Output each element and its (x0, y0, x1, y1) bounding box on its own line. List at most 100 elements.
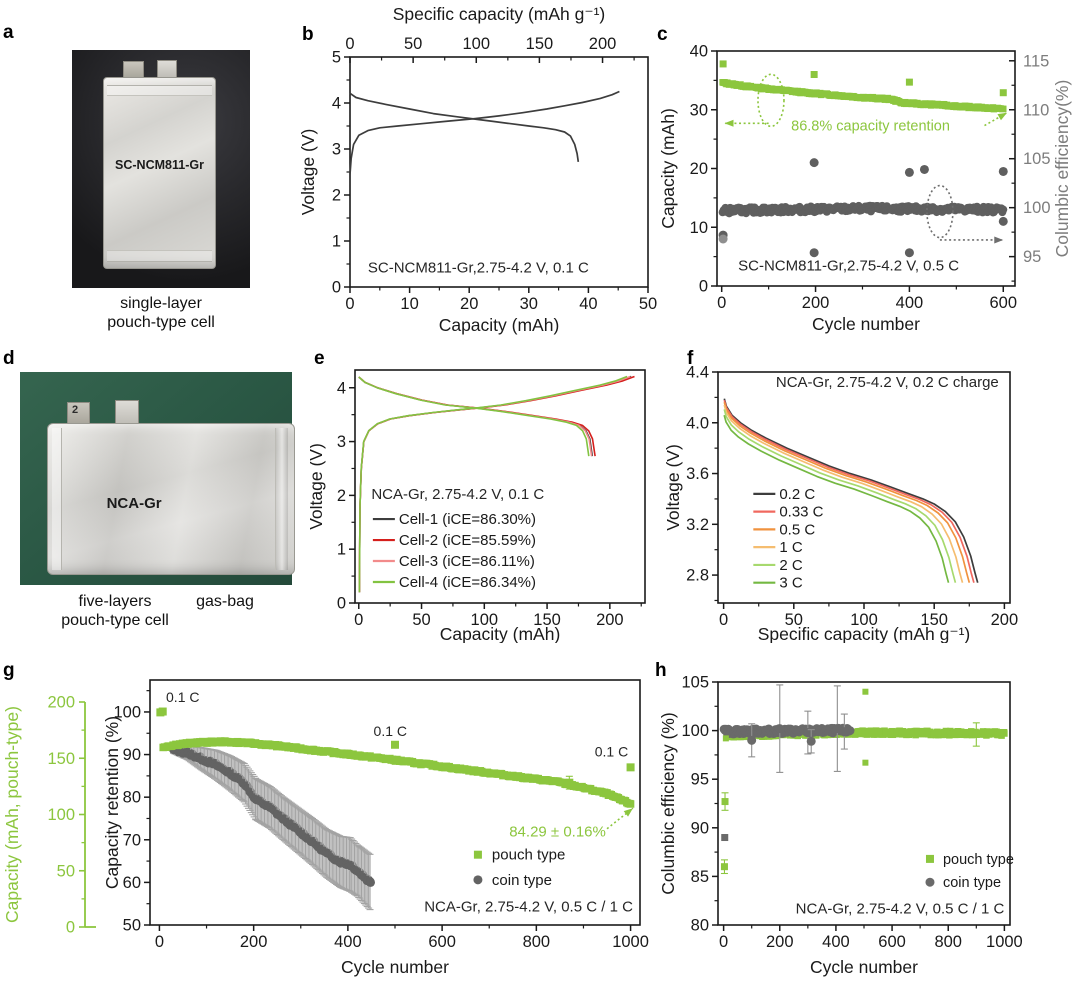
svg-text:Capacity (mAh): Capacity (mAh) (440, 624, 561, 643)
svg-text:200: 200 (766, 933, 794, 951)
svg-text:0: 0 (345, 295, 354, 313)
caption-panel-a: single-layer pouch-type cell (71, 294, 251, 332)
svg-text:50: 50 (123, 917, 141, 935)
svg-text:50: 50 (57, 862, 75, 880)
svg-text:0.5 C: 0.5 C (779, 521, 815, 538)
svg-text:95: 95 (691, 771, 709, 789)
svg-text:Cycle number: Cycle number (341, 957, 449, 977)
svg-text:95: 95 (1023, 248, 1041, 266)
pouch-cell-label: SC-NCM811-Gr (115, 157, 204, 172)
svg-text:80: 80 (691, 917, 709, 935)
svg-text:0: 0 (717, 294, 726, 312)
svg-text:Columbic efficiency (%): Columbic efficiency (%) (660, 712, 678, 895)
svg-text:400: 400 (334, 933, 362, 951)
svg-text:100: 100 (471, 611, 499, 629)
svg-text:100: 100 (463, 35, 491, 53)
svg-text:100: 100 (1023, 199, 1051, 217)
svg-text:400: 400 (822, 933, 850, 951)
caption-panel-d-gasbag: gas-bag (196, 593, 254, 610)
svg-text:100: 100 (113, 703, 141, 721)
svg-text:NCA-Gr, 2.75-4.2 V, 0.5 C / 1: NCA-Gr, 2.75-4.2 V, 0.5 C / 1 C (796, 900, 1005, 917)
pouch-tab-icon (115, 400, 139, 427)
chart-f: 0 50 100 150 200 Specific capacity (mAh g⁻¹) 2… (665, 364, 1018, 644)
svg-text:150: 150 (47, 750, 75, 768)
chart-b: 0 10 20 30 40 50 Capacity (mAh) 0 1 2 3 4 5 Voltage (… (300, 4, 657, 335)
svg-text:200: 200 (802, 294, 830, 312)
svg-text:800: 800 (523, 933, 551, 951)
caption-line: five-layers (78, 593, 152, 610)
svg-text:1000: 1000 (986, 933, 1023, 951)
svg-text:Cell-4 (iCE=86.34%): Cell-4 (iCE=86.34%) (399, 574, 536, 591)
svg-text:1000: 1000 (612, 933, 649, 951)
svg-text:0: 0 (66, 919, 75, 937)
svg-text:60: 60 (123, 874, 141, 892)
pouch-cell-label: NCA-Gr (106, 494, 162, 512)
panel-letter-a: a (3, 22, 14, 43)
svg-text:Cycle number: Cycle number (810, 957, 918, 977)
svg-text:4: 4 (337, 379, 346, 397)
svg-text:Cell-1 (iCE=86.30%): Cell-1 (iCE=86.30%) (399, 511, 536, 528)
svg-text:50: 50 (404, 35, 422, 53)
svg-text:86.8% capacity retention: 86.8% capacity retention (791, 118, 950, 134)
svg-text:NCA-Gr, 2.75-4.2 V, 0.2 C char: NCA-Gr, 2.75-4.2 V, 0.2 C charge (776, 374, 999, 391)
svg-text:Cell-3 (iCE=86.11%): Cell-3 (iCE=86.11%) (399, 553, 535, 570)
svg-text:2.8: 2.8 (686, 567, 709, 585)
svg-text:0: 0 (719, 611, 728, 629)
svg-text:0.1 C: 0.1 C (166, 689, 199, 705)
svg-text:0: 0 (354, 611, 363, 629)
svg-text:0: 0 (719, 933, 728, 951)
svg-text:600: 600 (990, 294, 1018, 312)
chart-c: 0 200 400 600 Cycle number 0 10 20 30 40 Capacity … (660, 43, 1072, 335)
chart-h: 0 200 400 600 800 1000 Cycle number 80 85 90 95 100… (660, 674, 1023, 978)
svg-text:2: 2 (332, 187, 341, 205)
svg-text:0: 0 (345, 35, 354, 53)
panel-letter-g: g (3, 660, 15, 681)
svg-text:0: 0 (699, 278, 708, 296)
svg-text:3.2: 3.2 (686, 516, 709, 534)
svg-text:coin type: coin type (943, 875, 1001, 891)
svg-text:Voltage (V): Voltage (V) (300, 129, 318, 216)
photo-single-layer-pouch-cell: SC-NCM811-Gr (72, 50, 250, 288)
caption-line: pouch-type cell (61, 612, 169, 629)
svg-text:400: 400 (896, 294, 924, 312)
photo-five-layer-pouch-cell: 2 NCA-Gr (20, 372, 295, 585)
svg-text:30: 30 (520, 295, 538, 313)
caption-panel-d-cell: five-layers pouch-type cell (30, 592, 200, 630)
svg-text:0: 0 (155, 933, 164, 951)
svg-text:150: 150 (533, 611, 561, 629)
pouch-cell: SC-NCM811-Gr (103, 77, 216, 269)
svg-text:0: 0 (332, 279, 341, 297)
svg-text:200: 200 (47, 694, 75, 712)
svg-text:90: 90 (123, 746, 141, 764)
svg-text:Specific capacity (mAh g⁻¹): Specific capacity (mAh g⁻¹) (393, 4, 606, 24)
svg-text:105: 105 (1023, 150, 1051, 168)
svg-text:4.4: 4.4 (686, 364, 709, 382)
svg-text:50: 50 (412, 611, 430, 629)
svg-text:0.33 C: 0.33 C (779, 504, 823, 521)
svg-text:40: 40 (690, 43, 708, 61)
panel-letter-e: e (314, 348, 325, 369)
svg-text:115: 115 (1023, 52, 1049, 70)
svg-text:3: 3 (332, 141, 341, 159)
svg-text:50: 50 (785, 611, 803, 629)
svg-text:pouch type: pouch type (943, 852, 1014, 868)
svg-text:30: 30 (690, 101, 708, 119)
chart-e: 0 50 100 150 200 Capacity (mAh) 0 1 2 3 4 Voltage (… (310, 369, 646, 643)
svg-text:20: 20 (460, 295, 478, 313)
pouch-cell: NCA-Gr (47, 423, 295, 575)
svg-text:Capacity (mAh): Capacity (mAh) (660, 108, 678, 229)
svg-text:84.29 ± 0.16%: 84.29 ± 0.16% (509, 823, 606, 840)
svg-text:pouch type: pouch type (492, 847, 565, 864)
panel-letter-b: b (302, 24, 314, 45)
svg-text:Capacity (mAh, pouch-type): Capacity (mAh, pouch-type) (2, 706, 22, 923)
svg-text:2: 2 (337, 487, 346, 505)
svg-text:10: 10 (400, 295, 418, 313)
svg-text:1: 1 (337, 541, 346, 559)
svg-text:4.0: 4.0 (686, 414, 709, 432)
svg-text:NCA-Gr, 2.75-4.2 V, 0.5 C / 1: NCA-Gr, 2.75-4.2 V, 0.5 C / 1 C (424, 898, 633, 915)
svg-text:40: 40 (579, 295, 597, 313)
svg-text:1: 1 (332, 233, 341, 251)
svg-text:85: 85 (691, 868, 709, 886)
svg-text:2 C: 2 C (779, 557, 803, 574)
svg-text:100: 100 (681, 722, 709, 740)
